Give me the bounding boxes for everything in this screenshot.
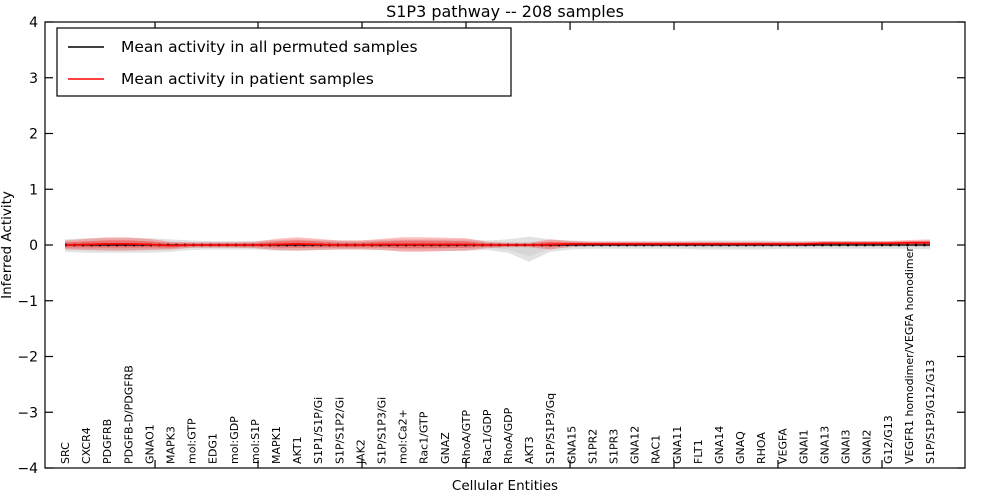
- y-tick-label: 2: [29, 127, 38, 143]
- plot-border: [44, 21, 966, 469]
- x-tick-label: Rac1/GTP: [418, 411, 431, 464]
- y-tick-label: −2: [17, 350, 38, 366]
- x-tick-label: mol:GDP: [228, 416, 241, 464]
- x-tick-label: S1P/S1P3/G12/G13: [924, 360, 937, 464]
- x-tick-label: S1P1/S1P/Gi: [312, 397, 325, 464]
- x-tick-label: CXCR4: [80, 427, 93, 464]
- y-axis-label: Inferred Activity: [0, 191, 15, 299]
- x-tick-label: VEGFA: [776, 428, 789, 464]
- series-lines: [64, 242, 930, 247]
- x-tick-label: GNAI2: [861, 429, 874, 464]
- x-tick-label: JAK2: [354, 439, 367, 465]
- x-tick-label: GNA12: [629, 426, 642, 464]
- legend-label-patient: Mean activity in patient samples: [121, 70, 374, 88]
- x-tick-label: Rac1/GDP: [481, 409, 494, 464]
- x-tick-label: PDGFRB: [101, 419, 114, 464]
- y-tick-label: −1: [17, 294, 38, 310]
- x-axis-label: Cellular Entities: [452, 478, 558, 494]
- x-tick-label: RAC1: [650, 435, 663, 464]
- x-tick-label: S1P/S1P3/Gi: [375, 397, 388, 464]
- x-tick-label: mol:GTP: [186, 418, 199, 464]
- confidence-bands: [65, 236, 930, 262]
- y-tick-label: −4: [17, 461, 38, 477]
- x-tick-label: VEGFR1 homodimer/VEGFA homodimer: [903, 247, 916, 464]
- x-tick-label: GNAI1: [797, 429, 810, 464]
- x-tick-label: S1PR2: [586, 429, 599, 464]
- legend-label-permuted: Mean activity in all permuted samples: [121, 38, 418, 56]
- x-tick-label: GNA13: [819, 426, 832, 464]
- x-tick-label: RHOA: [755, 432, 768, 464]
- x-tick-label: RhoA/GDP: [502, 407, 515, 464]
- y-tick-label: −3: [17, 405, 38, 421]
- x-tick-label: MAPK1: [270, 426, 283, 464]
- category-tick-labels: SRC CXCR4 PDGFRB PDGFB-D/PDGFRB GNAO1 MAPK3 mo…: [59, 247, 937, 465]
- x-tick-label: mol:Ca2+: [397, 409, 410, 464]
- band-permuted-samples-range: [65, 236, 930, 262]
- x-tick-label: SRC: [59, 442, 72, 464]
- x-tick-label: MAPK3: [164, 426, 177, 464]
- x-tick-label: GNA11: [671, 426, 684, 464]
- y-tick-label: 4: [29, 15, 38, 31]
- y-tick-label: 0: [29, 238, 38, 254]
- x-tick-label: AKT3: [523, 436, 536, 464]
- line-patient-mean: [64, 242, 930, 247]
- y-tick-label: 3: [29, 71, 38, 87]
- x-tick-label: G12/G13: [882, 415, 895, 464]
- x-tick-label: AKT1: [291, 436, 304, 464]
- chart-title: S1P3 pathway -- 208 samples: [386, 2, 624, 21]
- legend-box: [56, 27, 512, 97]
- x-tick-label: GNA14: [713, 426, 726, 464]
- x-tick-label: PDGFB-D/PDGFRB: [122, 365, 135, 464]
- x-tick-label: FLT1: [692, 439, 705, 464]
- y-tick-label: 1: [29, 182, 38, 198]
- x-tick-label: GNAO1: [143, 424, 156, 464]
- x-tick-label: GNAI3: [840, 429, 853, 464]
- x-tick-label: GNAQ: [734, 431, 747, 464]
- x-tick-label: GNA15: [565, 426, 578, 464]
- x-tick-label: S1P/S1P2/Gi: [333, 397, 346, 464]
- legend: Mean activity in all permuted samples Me…: [56, 27, 512, 97]
- x-tick-label: S1P/S1P3/Gq: [544, 393, 557, 464]
- x-tick-label: mol:S1P: [249, 419, 262, 464]
- x-tick-label: RhoA/GTP: [460, 410, 473, 464]
- x-tick-label: S1PR3: [608, 429, 621, 464]
- x-tick-label: EDG1: [207, 433, 220, 464]
- x-tick-label: GNAZ: [439, 432, 452, 464]
